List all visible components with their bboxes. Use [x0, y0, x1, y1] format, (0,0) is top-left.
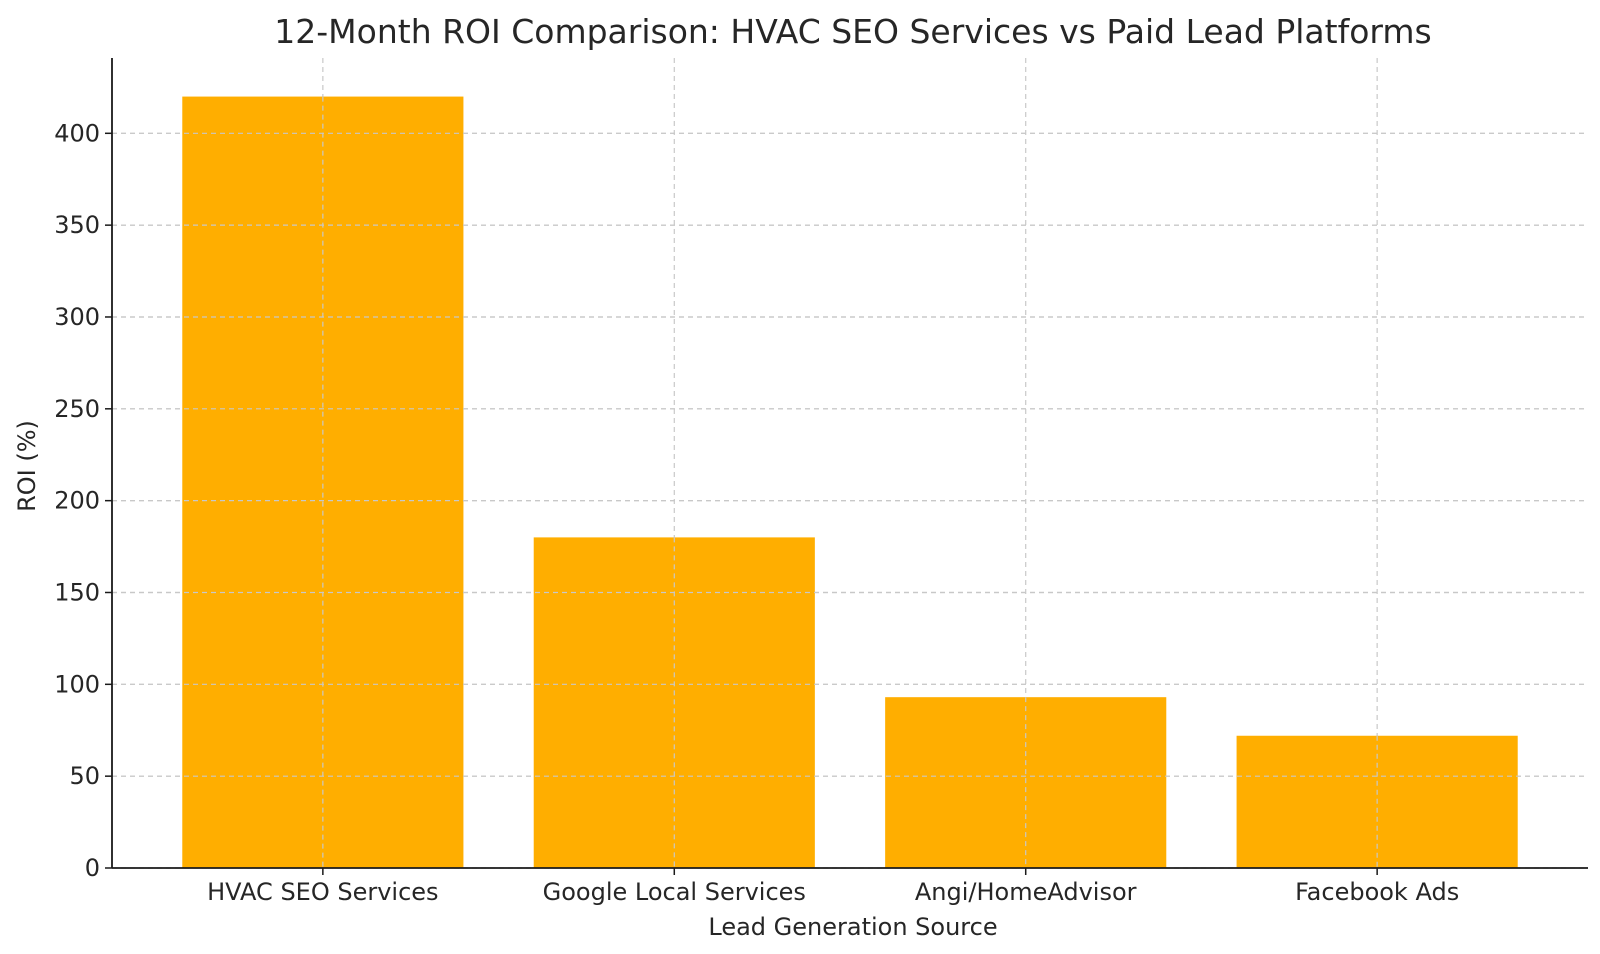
x-tick-label: Angi/HomeAdvisor — [915, 878, 1137, 906]
y-tick-label: 400 — [54, 119, 100, 147]
ticks-layer: 0 50 100 150 200 250 300 350 400 HVAC SEO Service… — [54, 119, 1459, 906]
x-tick-label: Facebook Ads — [1295, 878, 1459, 906]
y-tick-label: 300 — [54, 303, 100, 331]
bars-layer — [112, 96, 1588, 869]
y-tick-label: 350 — [54, 211, 100, 239]
y-tick-label: 150 — [54, 578, 100, 606]
axes-layer — [111, 58, 1588, 869]
y-tick-label: 0 — [85, 854, 100, 882]
x-tick-label: HVAC SEO Services — [207, 878, 438, 906]
x-tick-label: Google Local Services — [543, 878, 806, 906]
y-tick-label: 100 — [54, 670, 100, 698]
chart-title: 12-Month ROI Comparison: HVAC SEO Servic… — [274, 12, 1431, 51]
y-tick-label: 50 — [69, 762, 100, 790]
y-axis-label: ROI (%) — [13, 420, 41, 512]
x-axis-label: Lead Generation Source — [708, 913, 997, 941]
bar-hvac-seo-services — [182, 96, 464, 869]
y-tick-label: 250 — [54, 395, 100, 423]
y-tick-label: 200 — [54, 487, 100, 515]
